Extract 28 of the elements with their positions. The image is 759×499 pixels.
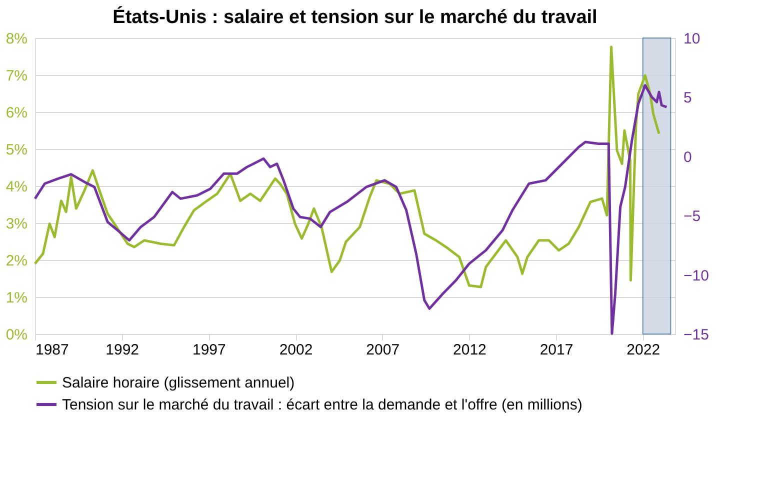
x-tick-label: 2007 (366, 342, 400, 358)
y2-tick-label: 10 (684, 30, 700, 48)
x-tick-label: 2022 (626, 342, 660, 358)
legend-label: Tension sur le marché du travail : écart entre la demande et l'offre (en millions) (62, 396, 582, 414)
x-tick-label: 1992 (106, 342, 140, 358)
legend-label: Salaire horaire (glissement annuel) (62, 374, 295, 392)
y-tick-label: 3% (6, 216, 28, 232)
y2-tick-label: 5 (684, 90, 692, 107)
y2-tick-label: −10 (684, 267, 709, 284)
y-tick-label: 7% (6, 68, 28, 84)
y2-tick-label: −15 (684, 326, 709, 344)
x-tick-label: 2012 (453, 342, 486, 358)
y-tick-label: 1% (6, 290, 28, 306)
y-tick-label: 5% (6, 142, 28, 158)
x-tick-label: 2002 (279, 342, 313, 358)
y2-tick-label: 0 (684, 148, 692, 166)
y-tick-label: 0% (6, 326, 28, 344)
y-tick-label: 4% (6, 178, 28, 196)
y-tick-label: 6% (6, 104, 28, 122)
line-series (34, 84, 668, 335)
chart-title: États-Unis : salaire et tension sur le marché du travail (112, 6, 598, 28)
x-tick-label: 1987 (36, 342, 69, 358)
x-tick-label: 1997 (192, 342, 226, 358)
y2-tick-label: −5 (684, 208, 701, 226)
y-tick-label: 8% (6, 30, 28, 48)
x-tick-label: 2017 (540, 342, 574, 358)
line-series (34, 46, 660, 288)
y-tick-label: 2% (6, 252, 28, 270)
